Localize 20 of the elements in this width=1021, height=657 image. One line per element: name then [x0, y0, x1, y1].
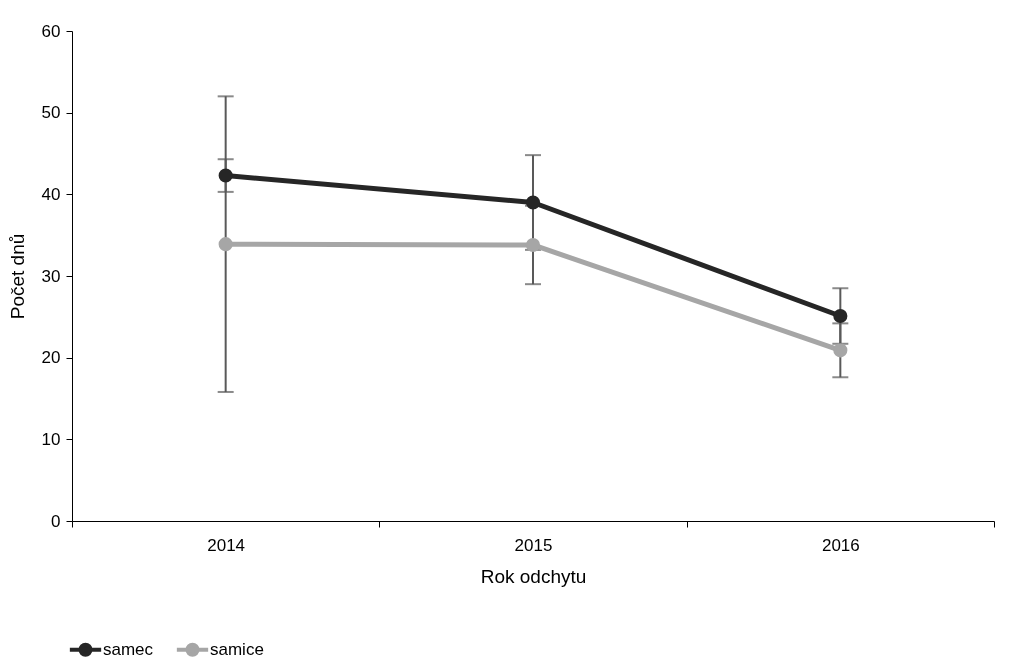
- y-tick-label: 30: [41, 266, 61, 286]
- y-tick-label: 10: [41, 429, 61, 449]
- y-tick-label: 20: [41, 348, 61, 368]
- point: [833, 308, 848, 324]
- y-tick-label: 0: [51, 511, 61, 531]
- y-tick-label: 60: [41, 21, 61, 41]
- point: [218, 237, 233, 252]
- point: [525, 237, 541, 253]
- y-axis-title: Počet dnů: [6, 233, 28, 320]
- x-tick-label: 2016: [821, 535, 860, 555]
- x-axis-title: Rok odchytu: [480, 565, 587, 587]
- y-tick-label: 40: [41, 184, 61, 204]
- x-tick-label: 2015: [514, 535, 553, 555]
- y-tick-label: 50: [41, 103, 61, 123]
- point: [218, 168, 233, 183]
- legend-label: samec: [103, 639, 154, 657]
- legend-label: samice: [210, 639, 264, 657]
- point: [525, 195, 541, 210]
- x-tick-label: 2014: [207, 535, 246, 555]
- point: [833, 343, 848, 358]
